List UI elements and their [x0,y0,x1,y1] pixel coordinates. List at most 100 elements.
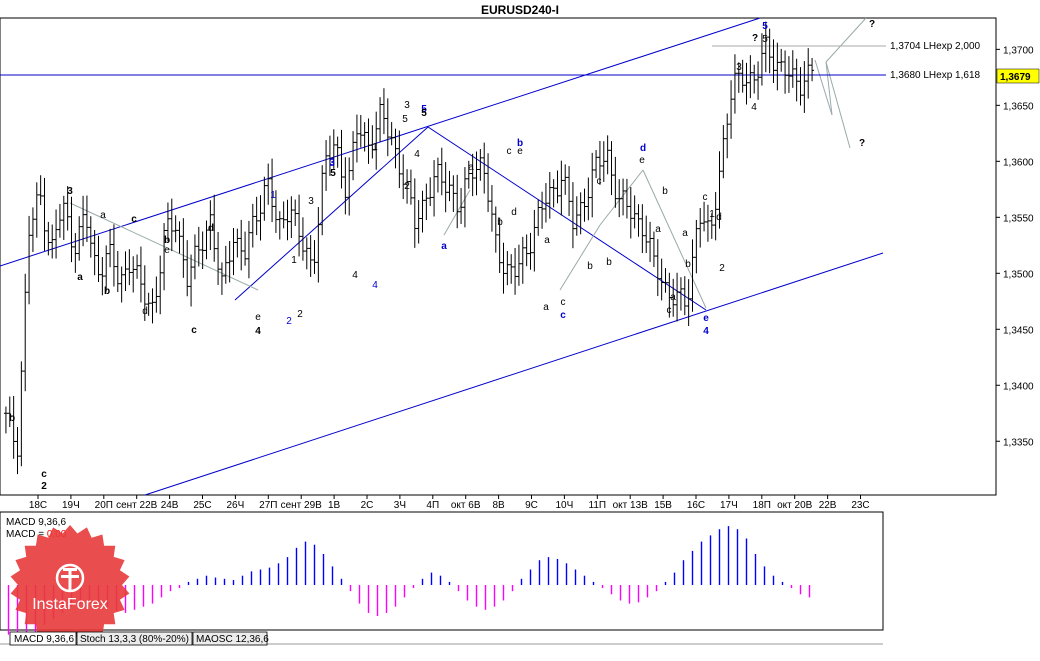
price-bar [609,141,614,196]
price-bar [651,231,656,268]
price-bar [516,244,521,286]
price-bar [628,186,633,239]
wave-label: 4 [751,102,757,113]
price-bar [790,50,795,88]
price-bar [316,207,321,283]
price-bar [135,254,140,279]
price-bar [297,194,302,257]
price-bar [73,233,78,273]
price-bar [771,39,776,84]
wave-label: c [131,214,137,225]
price-bar [613,156,618,208]
price-bar [705,204,710,242]
price-bar [7,396,12,428]
price-bar [366,118,371,164]
price-bar [412,178,417,248]
price-bar [270,158,275,223]
price-bar [694,219,699,274]
price-bar [15,426,20,475]
x-tick-label: 1В [328,500,341,511]
price-bar [92,229,97,276]
price-bar [451,175,456,212]
x-tick-label: 26Ч [227,500,245,511]
price-bar [243,231,248,266]
x-tick-label: 20П [95,500,113,511]
price-bar [424,183,429,221]
wave-label: 1 [270,190,276,201]
wave-label: 5 [421,108,427,119]
price-bar [138,246,143,303]
price-bar [389,122,394,146]
x-tick-label: 10Ч [556,500,574,511]
price-bar [644,215,649,254]
price-bar [11,395,16,459]
price-bar [65,186,70,231]
price-bar [196,226,201,267]
wave-label: b [685,259,691,270]
price-bar [123,251,128,291]
price-bar [493,206,498,253]
instaforex-logo: InstaForex [10,525,130,645]
price-bar [405,169,410,204]
wave-label: 3 [404,100,410,111]
macd-value-prefix: MACD = [6,529,47,540]
indicator-tabs[interactable]: MACD 9,36,6 Stoch 13,3,3 (80%-20%) MAOSC… [0,631,883,646]
x-tick-label: 2С [361,500,374,511]
price-bar [474,151,479,196]
x-tick-label: окт 20В [777,500,813,511]
macd-label: MACD 9,36,6 [6,517,66,528]
price-bar [231,228,236,276]
price-bar [709,213,714,239]
price-bar [165,202,170,242]
tab-maosc[interactable] [192,631,268,646]
price-bar [806,48,811,99]
price-bar [513,248,518,295]
price-bar [246,220,251,279]
price-bar [169,198,174,252]
x-tick-label: 16С [687,500,705,511]
price-bar [219,262,224,295]
x-tick-label: 8В [492,500,505,511]
time-axis: 18С 19Ч 20П сент 22В 24В 25С 26Ч 27П сент 29В 1В 2… [29,495,870,511]
price-bar [289,196,294,238]
price-bar [84,195,89,243]
price-bar [277,211,282,240]
price-bar [42,177,47,251]
price-bar [455,174,460,229]
price-bar [779,48,784,72]
tab-macd[interactable] [9,631,77,646]
price-bar [370,125,375,159]
price-bar [570,182,575,249]
price-bar [362,122,367,152]
wave-label: a [100,210,106,221]
price-bar [702,201,707,232]
price-bar [721,125,726,179]
price-bar [501,242,506,294]
wave-label: c [703,192,708,203]
price-bar [173,215,178,243]
price-bar [763,21,768,73]
price-bar [667,272,672,318]
tab-maosc-label: MAOSC 12,36,6 [196,634,269,645]
tab-stoch[interactable] [76,631,193,646]
wave-label: 3 [736,62,742,73]
price-bar [420,190,425,233]
price-bar [343,157,348,215]
x-tick-label: 27П [259,500,277,511]
price-bar [81,195,86,247]
price-bar [744,62,749,105]
projection-line [814,59,833,116]
wave-label: e [517,146,523,157]
price-bar [397,130,402,189]
y-tick-label: 1,3700 [1003,45,1034,56]
price-bar [339,129,344,189]
wave-label: 5 [421,104,427,115]
wave-label: 4 [352,270,358,281]
wave-line [642,169,707,309]
wave-label: c [41,469,47,480]
wave-label: c [561,297,566,308]
price-bar [590,152,595,218]
x-tick-label: окт 13В [613,500,649,511]
price-bar [428,177,433,207]
